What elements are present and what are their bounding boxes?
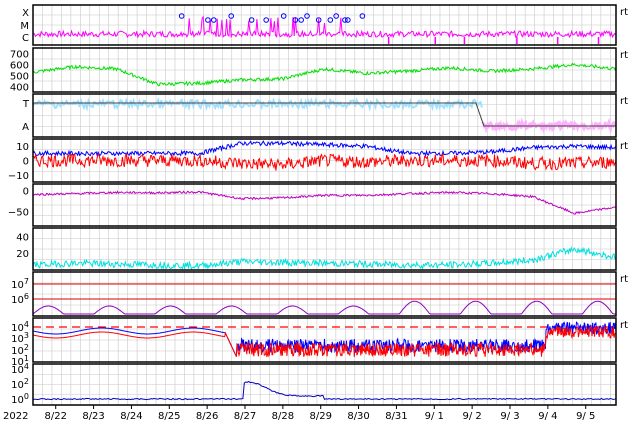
- wind-y-tick-label: 700: [10, 50, 29, 61]
- imf-bt-series: [32, 139, 617, 158]
- proton-y-tick-label: 103: [11, 331, 29, 345]
- panel-frame: [32, 4, 617, 46]
- dst-y-tick-label: 0: [23, 186, 29, 197]
- x-tick-label: 8/25: [158, 411, 180, 422]
- year-label: 2022: [3, 411, 28, 422]
- flare-y-tick-label: C: [22, 33, 29, 44]
- x-tick-label: 8/24: [120, 411, 142, 422]
- panel-right-label: rt: [620, 274, 628, 285]
- flare-event-marker: [280, 13, 287, 19]
- flare-y-tick-label: X: [22, 8, 29, 19]
- panel-frame: [32, 227, 617, 271]
- flare-event-marker: [292, 17, 299, 23]
- x-tick-label: 8/27: [234, 411, 256, 422]
- x-tick-label: 9/ 1: [425, 411, 444, 422]
- xray-series: [32, 380, 617, 401]
- flare-event-marker: [315, 17, 322, 23]
- sector-away-series: [481, 117, 617, 135]
- xray-y-tick-label: 104: [11, 362, 29, 376]
- x-tick-label: 9/ 2: [463, 411, 482, 422]
- imf-y-tick-label: 0: [23, 157, 29, 168]
- x-tick-label: 8/29: [309, 411, 331, 422]
- flare-event-marker: [248, 17, 255, 23]
- imf-bz-series: [32, 153, 617, 171]
- electron-flux-series: [32, 300, 616, 315]
- panel-frame: [32, 317, 617, 363]
- panel-right-label: rt: [620, 320, 628, 331]
- panel-frame: [32, 363, 617, 406]
- panel-right-label: rt: [620, 96, 628, 107]
- panel-frame: [32, 271, 617, 317]
- imf-y-tick-label: −10: [8, 171, 29, 182]
- x-tick-label: 8/30: [347, 411, 369, 422]
- x-tick-label: 8/28: [272, 411, 294, 422]
- flare-event-marker: [228, 13, 235, 19]
- flare-series: [32, 15, 617, 39]
- proton-y-tick-label: 104: [11, 320, 29, 334]
- flare-y-tick-label: M: [20, 21, 29, 32]
- proton-y-tick-label: 102: [11, 343, 29, 357]
- wind-y-tick-label: 500: [10, 72, 29, 83]
- dst-y-tick-label: −50: [8, 207, 29, 218]
- panel-frame: [32, 138, 617, 183]
- electron-y-tick-label: 106: [11, 292, 29, 306]
- kp-series: [32, 245, 617, 271]
- x-tick-label: 8/31: [385, 411, 407, 422]
- wind-y-tick-label: 400: [10, 83, 29, 94]
- flare-event-marker: [304, 13, 310, 19]
- frame-layer: [32, 4, 617, 409]
- series-layer: [32, 13, 617, 401]
- flare-event-marker: [342, 17, 348, 23]
- sector-toward-series: [32, 97, 483, 112]
- flare-event-marker: [263, 17, 270, 23]
- panel-right-label: rt: [620, 7, 628, 18]
- x-tick-label: 8/23: [82, 411, 104, 422]
- flare-event-marker: [298, 17, 304, 23]
- imf-y-tick-label: 10: [16, 142, 29, 153]
- panel-right-label: rt: [620, 141, 628, 152]
- flare-event-marker: [327, 17, 334, 23]
- xray-y-tick-label: 100: [11, 392, 29, 406]
- x-tick-label: 9/ 3: [500, 411, 519, 422]
- dst-series: [32, 190, 617, 215]
- x-tick-label: 9/ 4: [538, 411, 557, 422]
- flare-event-marker: [178, 13, 185, 19]
- proton-flux-series-red: [32, 325, 617, 358]
- sector-y-tick-label: T: [22, 99, 30, 110]
- panel-frame: [32, 47, 617, 93]
- panel-right-label: rt: [620, 50, 628, 61]
- electron-y-tick-label: 107: [11, 277, 29, 291]
- wind-speed-series: [32, 62, 617, 87]
- panel-frame: [32, 93, 617, 138]
- wind-y-tick-label: 600: [10, 61, 29, 72]
- flare-event-marker: [205, 17, 211, 23]
- panel-frame: [32, 183, 617, 227]
- x-tick-label: 9/ 5: [576, 411, 595, 422]
- proton-y-tick-label: 101: [11, 354, 29, 368]
- x-tick-label: 8/22: [44, 411, 66, 422]
- label-layer: XMC700600500400TA100−100−504020107106104…: [3, 7, 628, 422]
- kp-y-tick-label: 20: [16, 249, 29, 260]
- flare-event-marker: [210, 17, 217, 23]
- kp-y-tick-label: 40: [16, 232, 29, 243]
- xray-y-tick-label: 102: [11, 377, 29, 391]
- sector-state-line: [33, 102, 616, 127]
- sector-y-tick-label: A: [22, 122, 29, 133]
- flare-event-marker: [345, 17, 351, 23]
- flare-event-marker: [333, 13, 339, 19]
- x-tick-label: 8/26: [196, 411, 218, 422]
- flare-event-marker: [359, 13, 366, 19]
